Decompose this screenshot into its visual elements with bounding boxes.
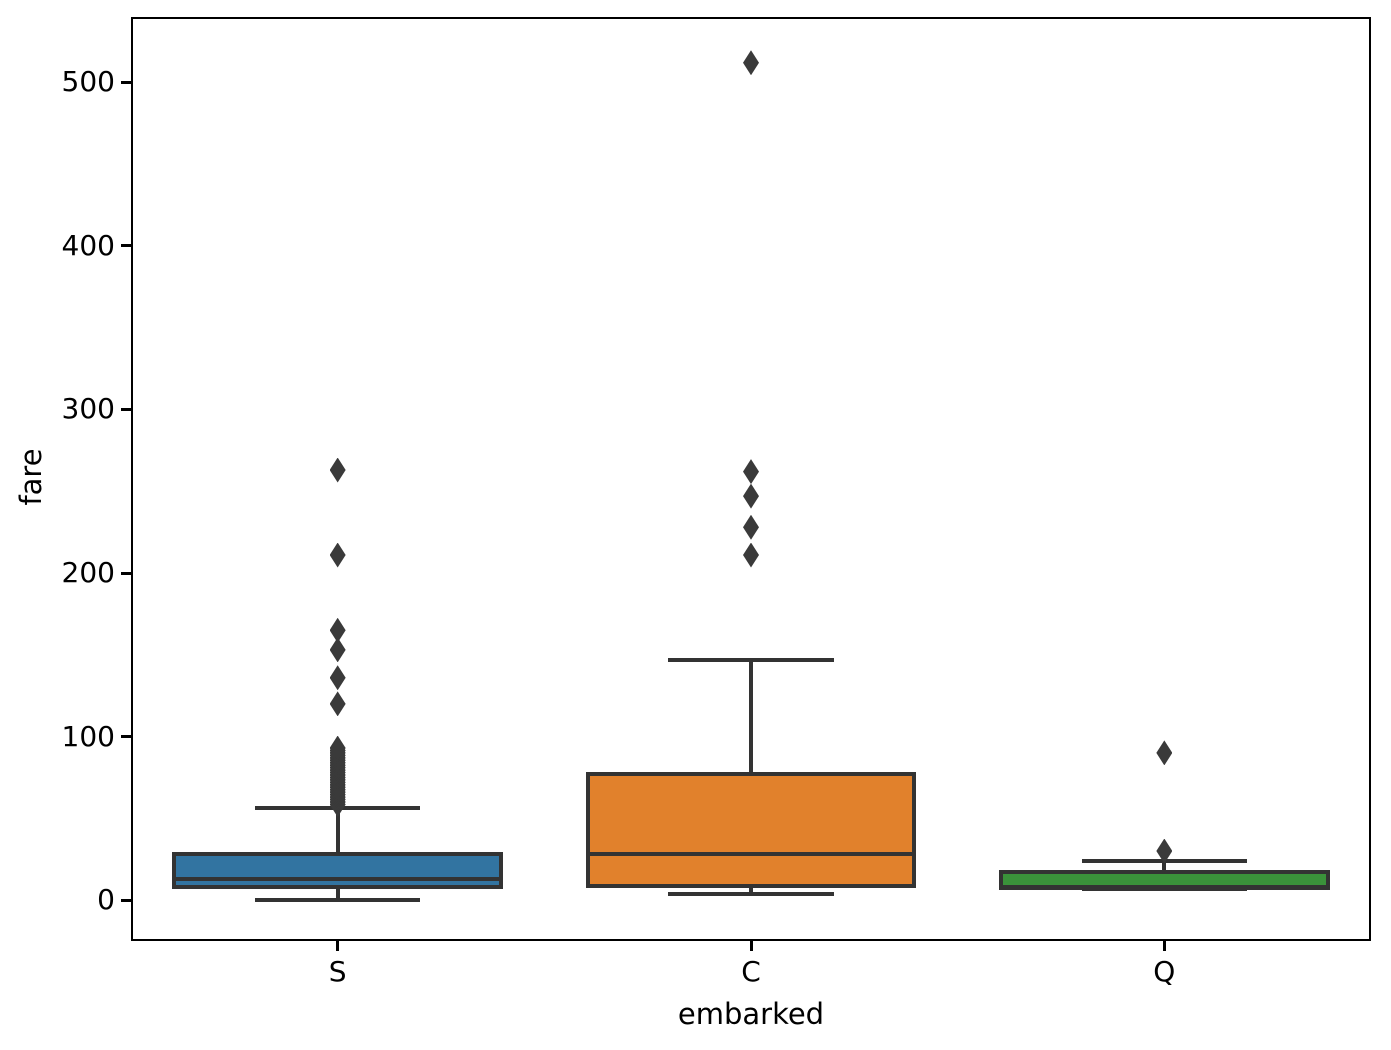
x-axis-label: embarked (677, 997, 825, 1031)
outlier-diamond (329, 457, 346, 483)
outlier-diamond (743, 514, 759, 540)
median-line (172, 876, 503, 881)
whisker-stem-lower (749, 886, 753, 894)
box-C (585, 772, 917, 889)
outlier-diamond (743, 459, 759, 485)
median-line (585, 852, 917, 857)
x-tick-mark (1162, 941, 1166, 951)
y-tick-label: 400 (61, 228, 115, 262)
whisker-cap-lower (255, 898, 421, 903)
y-tick-label: 100 (61, 719, 115, 753)
whisker-stem-upper (749, 659, 753, 775)
x-tick-label: S (328, 955, 347, 988)
outlier-diamond (329, 542, 346, 568)
y-tick-label: 500 (61, 65, 115, 99)
outlier-diamond (329, 665, 346, 691)
y-tick-label: 0 (97, 883, 115, 917)
y-tick-mark (121, 571, 131, 575)
outlier-diamond (329, 617, 346, 643)
outlier-diamond (329, 691, 346, 717)
outlier-diamond (1156, 740, 1173, 766)
outlier-diamond (329, 735, 346, 761)
x-tick-label: C (741, 955, 761, 988)
whisker-cap-upper (668, 657, 834, 662)
y-tick-mark (121, 898, 131, 902)
median-line (999, 885, 1330, 890)
x-tick-label: Q (1153, 955, 1176, 988)
y-tick-mark (121, 735, 131, 739)
box-S (172, 852, 503, 890)
y-tick-label: 300 (61, 392, 115, 426)
outlier-diamond (1156, 838, 1173, 864)
x-tick-mark (336, 941, 340, 951)
y-tick-mark (121, 244, 131, 248)
x-tick-mark (749, 941, 753, 951)
whisker-cap-lower (668, 891, 834, 896)
outlier-diamond (743, 483, 759, 509)
whisker-stem-lower (335, 887, 340, 901)
outlier-diamond (743, 50, 759, 76)
y-tick-mark (121, 407, 131, 411)
y-tick-label: 200 (61, 556, 115, 590)
y-tick-mark (121, 80, 131, 84)
whisker-stem-upper (1162, 860, 1167, 873)
outlier-diamond (743, 542, 759, 568)
outlier-diamond (329, 637, 346, 663)
y-axis-label: fare (14, 448, 48, 506)
whisker-stem-upper (335, 807, 340, 855)
